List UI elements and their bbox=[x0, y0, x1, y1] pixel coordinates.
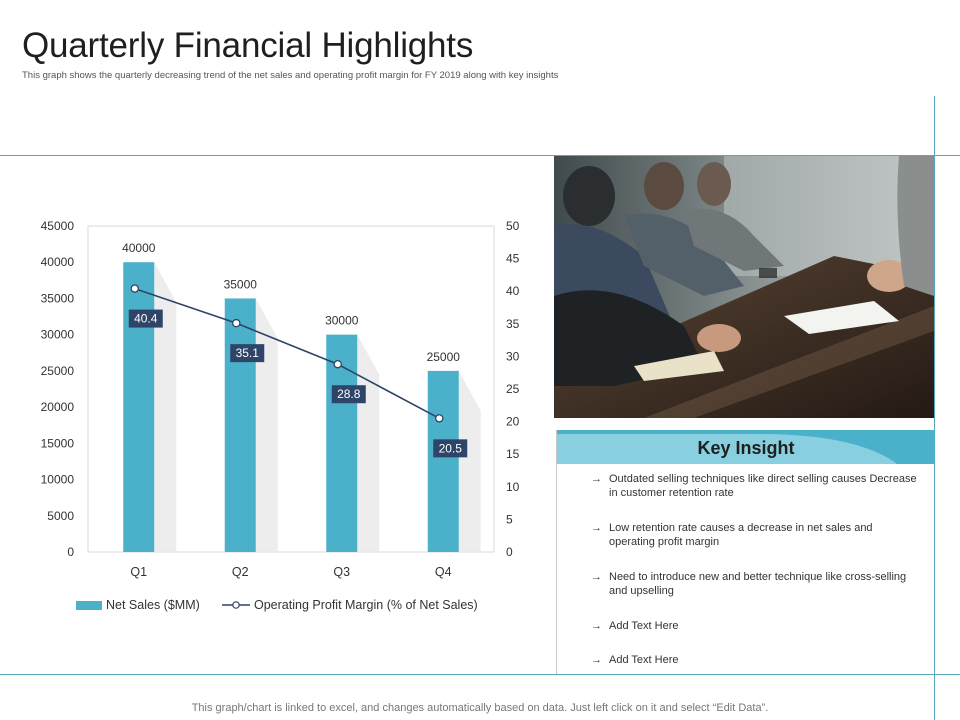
insight-text: Outdated selling techniques like direct … bbox=[609, 473, 917, 499]
bar-value-label: 30000 bbox=[325, 314, 359, 328]
bottom-divider bbox=[0, 674, 960, 675]
top-divider bbox=[0, 155, 960, 156]
bar-value-label: 25000 bbox=[427, 350, 461, 364]
insight-item: → Add Text Here bbox=[591, 653, 921, 667]
key-insight-title: Key Insight bbox=[697, 438, 795, 458]
margin-point bbox=[434, 414, 444, 423]
page-subtitle: This graph shows the quarterly decreasin… bbox=[22, 70, 559, 81]
insight-text: Add Text Here bbox=[609, 654, 679, 666]
legend-swatch-bar bbox=[76, 600, 102, 610]
right-divider bbox=[934, 96, 935, 720]
y-right-tick-label: 20 bbox=[506, 415, 520, 429]
arrow-right-icon: → bbox=[591, 620, 602, 632]
combo-chart: 45000 40000 35000 30000 25000 20000 15000 10000… bbox=[41, 219, 520, 579]
insight-item: → Need to introduce new and better techn… bbox=[591, 570, 921, 598]
x-tick-label: Q2 bbox=[232, 565, 249, 579]
legend-item-margin: Operating Profit Margin (% of Net Sales) bbox=[221, 598, 478, 612]
bar-shadow bbox=[458, 370, 481, 552]
page-title: Quarterly Financial Highlights bbox=[22, 26, 474, 65]
legend-label-net-sales: Net Sales ($MM) bbox=[106, 598, 200, 612]
plot-frame bbox=[87, 225, 495, 553]
bar bbox=[326, 334, 358, 552]
footer-note: This graph/chart is linked to excel, and… bbox=[191, 702, 769, 714]
y-right-tick-label: 40 bbox=[506, 284, 520, 298]
y-right-tick-label: 5 bbox=[506, 512, 513, 526]
y-left-tick-label: 35000 bbox=[41, 291, 75, 305]
y-right-tick-label: 35 bbox=[506, 317, 520, 331]
insight-item: → Outdated selling techniques like direc… bbox=[591, 472, 921, 500]
y-right-tick-label: 45 bbox=[506, 252, 520, 266]
x-tick-label: Q4 bbox=[435, 565, 452, 579]
bar-value-label: 40000 bbox=[122, 241, 156, 255]
margin-value-label: 40.4 bbox=[134, 312, 158, 326]
margin-point bbox=[231, 318, 241, 328]
meeting-photo bbox=[554, 156, 934, 418]
bar bbox=[427, 370, 459, 552]
y-left-tick-label: 15000 bbox=[41, 436, 75, 450]
y-left-tick-label: 30000 bbox=[41, 328, 75, 342]
key-insight-panel: Key Insight → Outdated selling technique… bbox=[556, 430, 935, 674]
margin-value-label: 20.5 bbox=[439, 441, 463, 455]
legend-item-net-sales: Net Sales ($MM) bbox=[76, 598, 200, 612]
bar bbox=[123, 262, 155, 552]
y-left-tick-label: 25000 bbox=[41, 364, 75, 378]
insight-text: Add Text Here bbox=[609, 620, 679, 632]
x-tick-label: Q1 bbox=[130, 565, 147, 579]
bar-value-label: 35000 bbox=[224, 277, 258, 291]
margin-value-label: 28.8 bbox=[337, 387, 361, 401]
bar bbox=[224, 298, 256, 552]
y-left-tick-label: 45000 bbox=[41, 219, 75, 233]
y-left-tick-label: 10000 bbox=[41, 473, 75, 487]
margin-point bbox=[333, 359, 342, 369]
arrow-right-icon: → bbox=[591, 571, 602, 583]
insight-item: → Add Text Here bbox=[591, 619, 921, 633]
y-right-tick-label: 50 bbox=[506, 219, 520, 233]
y-left-tick-label: 20000 bbox=[41, 400, 75, 414]
y-right-tick-label: 25 bbox=[506, 382, 520, 396]
insight-item: → Low retention rate causes a decrease i… bbox=[591, 521, 921, 549]
insight-text: Need to introduce new and better techniq… bbox=[609, 571, 907, 597]
legend-label-margin: Operating Profit Margin (% of Net Sales) bbox=[254, 598, 478, 612]
key-insight-header: Key Insight bbox=[557, 430, 935, 464]
y-left-tick-label: 40000 bbox=[41, 255, 75, 269]
y-right-tick-label: 10 bbox=[506, 480, 520, 494]
margin-label-box bbox=[128, 309, 163, 328]
bar-shadow bbox=[255, 298, 278, 552]
bar-shadow bbox=[154, 262, 177, 552]
legend-swatch-line bbox=[222, 601, 250, 609]
margin-label-box bbox=[230, 344, 265, 363]
y-left-tick-label: 0 bbox=[67, 545, 74, 559]
arrow-right-icon: → bbox=[591, 654, 602, 666]
margin-line bbox=[134, 287, 440, 420]
margin-label-box bbox=[331, 385, 366, 404]
arrow-right-icon: → bbox=[591, 473, 602, 485]
arrow-right-icon: → bbox=[591, 522, 602, 534]
x-tick-label: Q3 bbox=[333, 565, 350, 579]
y-right-tick-label: 15 bbox=[506, 447, 520, 461]
bar-shadow bbox=[357, 334, 380, 552]
margin-point bbox=[130, 284, 139, 293]
y-right-tick-label: 30 bbox=[506, 349, 520, 363]
y-right-tick-label: 0 bbox=[506, 545, 513, 559]
margin-value-label: 35.1 bbox=[236, 346, 260, 360]
y-left-tick-label: 5000 bbox=[47, 509, 74, 523]
margin-label-box bbox=[433, 439, 468, 458]
insight-text: Low retention rate causes a decrease in … bbox=[609, 522, 873, 548]
